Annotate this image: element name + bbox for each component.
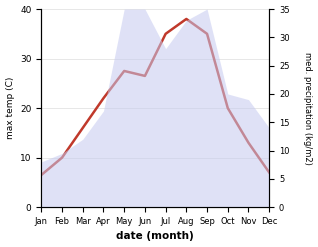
Y-axis label: med. precipitation (kg/m2): med. precipitation (kg/m2) xyxy=(303,52,313,165)
X-axis label: date (month): date (month) xyxy=(116,231,194,242)
Y-axis label: max temp (C): max temp (C) xyxy=(5,77,15,139)
